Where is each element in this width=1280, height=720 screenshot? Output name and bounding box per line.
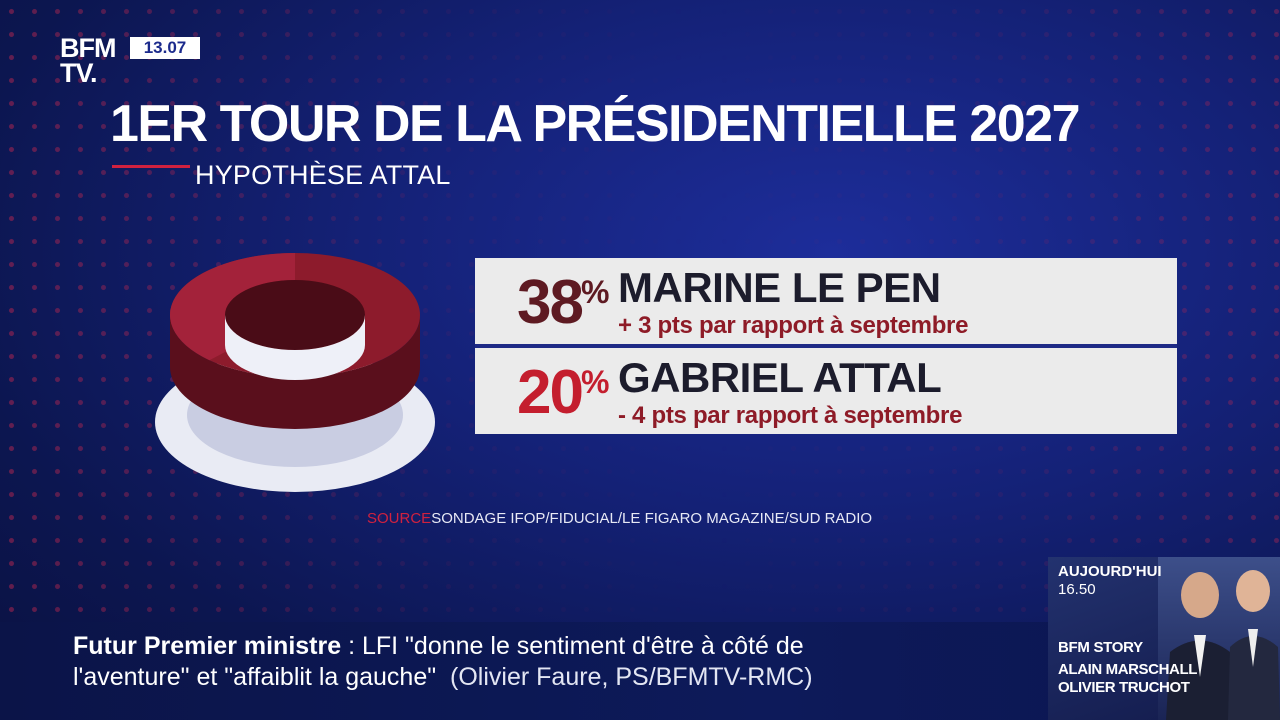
hosts-silhouette-icon [1166, 570, 1280, 720]
donut-hole [225, 280, 365, 350]
program-promo: AUJOURD'HUI 16.50 BFM STORY ALAIN MARSCH… [1048, 557, 1280, 720]
donut-side-wall [170, 315, 420, 429]
ticker-lead: Futur Premier ministre [73, 632, 342, 660]
candidate-change: + 3 pts par rapport à septembre [618, 312, 969, 339]
ticker-separator: : [341, 632, 362, 660]
source-label: SOURCE [367, 510, 432, 527]
promo-time: 16.50 [1058, 581, 1096, 598]
row-divider [475, 344, 1177, 348]
promo-host-2: OLIVIER TRUCHOT [1058, 679, 1190, 696]
bfmtv-logo: BFM TV. [60, 33, 116, 88]
percent-sign: % [581, 364, 610, 400]
result-row: 20 % GABRIEL ATTAL - 4 pts par rapport à… [475, 348, 1177, 434]
clock-badge: 13.07 [130, 37, 200, 59]
chart-title: 1ER TOUR DE LA PRÉSIDENTIELLE 2027 [110, 95, 1081, 153]
candidate-name: GABRIEL ATTAL [618, 354, 942, 401]
ticker-text-2: l'aventure" et "affaiblit la gauche" [73, 663, 437, 691]
results-panel: 38 % MARINE LE PEN + 3 pts par rapport à… [475, 258, 1177, 434]
donut-slice-highlight [170, 253, 295, 361]
result-percent-value: 20 [517, 358, 584, 427]
promo-show-name: BFM STORY [1058, 639, 1143, 656]
chart-subtitle: HYPOTHÈSE ATTAL [195, 160, 451, 190]
result-percent-value: 38 [517, 268, 584, 337]
donut-hole-floor [225, 315, 365, 380]
ticker-text-1: LFI "donne le sentiment d'être à côté de [361, 632, 804, 660]
percent-sign: % [581, 274, 610, 310]
result-row: 38 % MARINE LE PEN + 3 pts par rapport à… [475, 258, 1177, 344]
donut-chart [155, 253, 435, 492]
subtitle-accent-line [112, 165, 190, 168]
source-text: SONDAGE IFOP/FIDUCIAL/LE FIGARO MAGAZINE… [431, 510, 873, 527]
ticker-citation: (Olivier Faure, PS/BFMTV-RMC) [450, 663, 813, 691]
source-note: SOURCESONDAGE IFOP/FIDUCIAL/LE FIGARO MA… [367, 510, 872, 527]
promo-host-1: ALAIN MARSCHALL [1058, 661, 1197, 678]
ticker-line-1: Futur Premier ministre : LFI "donne le s… [73, 632, 804, 661]
promo-day: AUJOURD'HUI [1058, 563, 1162, 580]
candidate-name: MARINE LE PEN [618, 264, 941, 311]
ticker-line-2: l'aventure" et "affaiblit la gauche" (Ol… [73, 663, 813, 692]
hosts-photo [1158, 557, 1280, 720]
candidate-change: - 4 pts par rapport à septembre [618, 402, 963, 429]
